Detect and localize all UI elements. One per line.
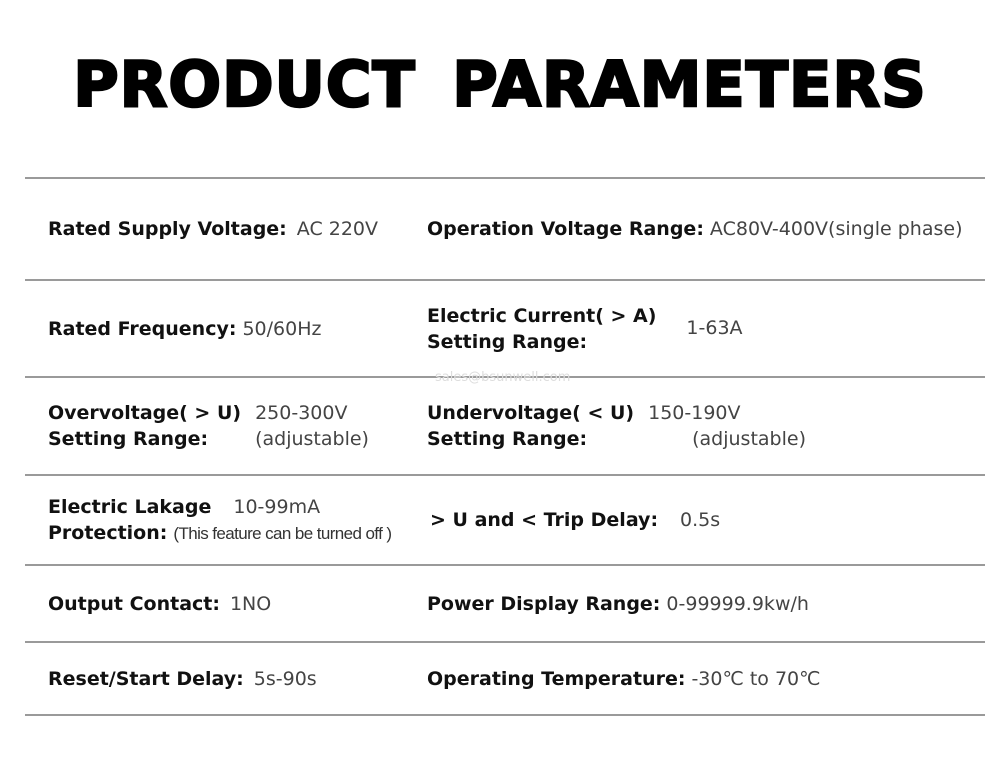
leakage-note: (This feature can be turned off ) — [173, 524, 392, 543]
operating-temperature-value: -30℃ to 70℃ — [691, 668, 821, 690]
overvoltage-label-line2: Setting Range: — [48, 428, 209, 450]
overvoltage-label: Overvoltage( > U) — [48, 402, 242, 424]
overvoltage-value: 250-300V — [255, 402, 348, 424]
electric-current-label-line2: Setting Range: — [427, 331, 588, 353]
leakage-label: Electric Lakage — [48, 496, 212, 518]
undervoltage-value: 150-190V — [648, 402, 741, 424]
param-row: Electric Lakage 10-99mA Protection: (This… — [25, 476, 985, 564]
divider — [25, 474, 985, 476]
page-title: PRODUCT PARAMETERS — [72, 47, 927, 123]
divider — [25, 279, 985, 281]
param-row: Reset/Start Delay: 5s-90s Operating Tempe… — [25, 643, 985, 715]
overvoltage-note: (adjustable) — [255, 428, 369, 450]
trip-delay-value: 0.5s — [680, 509, 721, 531]
electric-current-label: Electric Current( > A) — [427, 305, 657, 327]
rated-frequency-value: 50/60Hz — [242, 318, 322, 340]
divider — [25, 641, 985, 643]
output-contact-value: 1NO — [229, 592, 272, 615]
operation-voltage-range-value: AC80V-400V(single phase) — [709, 218, 963, 240]
watermark: sales@bsunwell.com — [435, 370, 571, 385]
output-contact-label: Output Contact: — [48, 592, 220, 615]
divider — [25, 564, 985, 566]
param-row: Output Contact: 1NO Power Display Range: 0… — [25, 566, 985, 641]
rated-supply-voltage-value: AC 220V — [296, 218, 379, 240]
reset-start-delay-label: Reset/Start Delay: — [48, 668, 244, 690]
power-display-range-value: 0-99999.9kw/h — [666, 592, 809, 615]
operation-voltage-range-label: Operation Voltage Range: — [427, 218, 704, 240]
reset-start-delay-value: 5s-90s — [253, 668, 317, 690]
trip-delay-label: > U and < Trip Delay: — [430, 509, 659, 531]
divider — [25, 714, 985, 716]
undervoltage-label: Undervoltage( < U) — [427, 402, 635, 424]
param-row: Rated Frequency: 50/60Hz Electric Current… — [25, 281, 985, 377]
param-row: Rated Supply Voltage: AC 220V Operation V… — [25, 179, 985, 279]
leakage-value: 10-99mA — [233, 496, 321, 518]
rated-frequency-label: Rated Frequency: — [48, 318, 237, 340]
param-row: Overvoltage( > U) 250-300V Setting Range… — [25, 378, 985, 474]
undervoltage-note: (adjustable) — [692, 428, 806, 450]
divider — [25, 177, 985, 179]
power-display-range-label: Power Display Range: — [427, 592, 661, 615]
electric-current-value: 1-63A — [686, 317, 743, 339]
rated-supply-voltage-label: Rated Supply Voltage: — [48, 218, 287, 240]
leakage-label-line2: Protection: — [48, 522, 168, 544]
undervoltage-label-line2: Setting Range: — [427, 428, 588, 450]
divider — [25, 376, 985, 378]
operating-temperature-label: Operating Temperature: — [427, 668, 686, 690]
